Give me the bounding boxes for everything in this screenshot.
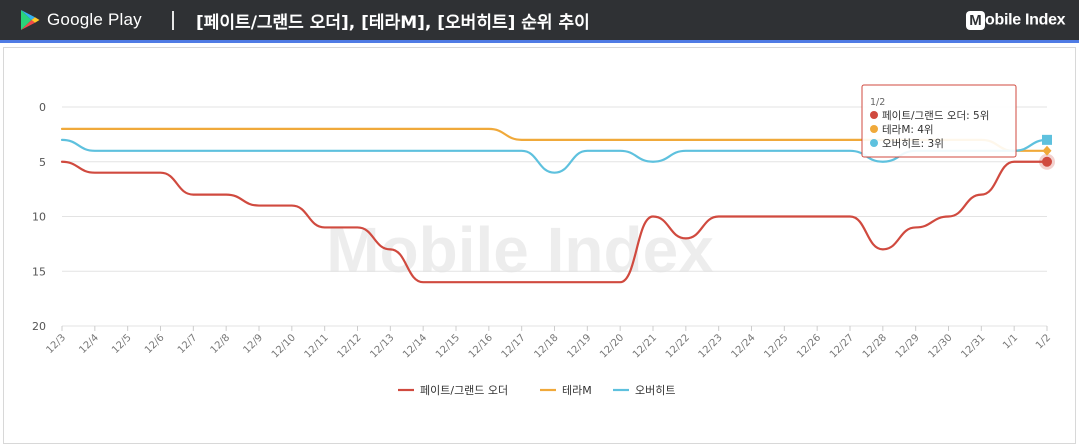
x-tick-label: 12/29	[894, 332, 922, 360]
x-tick-label: 12/19	[565, 332, 593, 360]
tooltip-box	[861, 84, 1017, 158]
store-name: Google Play	[47, 10, 142, 29]
x-tick-label: 12/9	[241, 332, 265, 356]
y-tick-label: 15	[32, 265, 46, 278]
x-tick-label: 12/17	[500, 332, 528, 360]
x-tick-label: 12/16	[467, 332, 495, 360]
mobile-index-logo-text: obile Index	[985, 11, 1066, 29]
y-tick-label: 10	[32, 211, 46, 224]
hover-marker-diamond	[1042, 145, 1052, 156]
tooltip-title: 1/2	[870, 97, 885, 108]
x-tick-label: 1/1	[1001, 332, 1020, 351]
tooltip-dot	[870, 125, 878, 133]
x-tick-label: 12/10	[270, 332, 298, 360]
series-line-1	[60, 160, 1049, 284]
series-line-3	[60, 138, 1049, 174]
tooltip-item: 테라M: 4위	[882, 123, 934, 136]
x-tick-label: 12/15	[434, 332, 462, 360]
x-tick-label: 12/23	[697, 332, 725, 360]
x-tick-label: 12/24	[729, 332, 757, 360]
x-tick-label: 12/8	[209, 332, 233, 356]
x-tick-label: 12/13	[368, 332, 396, 360]
watermark: Mobile Index	[326, 214, 714, 286]
x-tick-label: 1/2	[1034, 332, 1053, 351]
x-tick-label: 12/5	[110, 332, 134, 356]
header-bar: Google Play [페이트/그랜드 오더], [테라M], [오버히트] …	[0, 0, 1079, 43]
tooltip-item: 오버히트: 3위	[882, 137, 944, 150]
x-tick-label: 12/25	[762, 332, 790, 360]
x-tick-label: 12/28	[861, 332, 889, 360]
legend-label: 페이트/그랜드 오더	[420, 384, 508, 397]
x-tick-label: 12/26	[795, 332, 823, 360]
x-tick-label: 12/18	[532, 332, 560, 360]
x-tick-label: 12/3	[44, 332, 68, 356]
tooltip-dot	[870, 139, 878, 147]
x-tick-label: 12/21	[631, 332, 659, 360]
x-tick-label: 12/14	[401, 332, 429, 360]
x-tick-label: 12/11	[303, 332, 331, 360]
x-tick-label: 12/30	[926, 332, 954, 360]
x-tick-label: 12/7	[176, 332, 200, 356]
x-tick-label: 12/31	[959, 332, 987, 360]
hover-marker-circle	[1042, 156, 1052, 167]
y-tick-label: 20	[32, 320, 46, 333]
google-play-icon	[21, 10, 40, 30]
legend-label: 오버히트	[635, 383, 675, 397]
legend-label: 테라M	[562, 384, 592, 397]
y-tick-label: 0	[39, 101, 46, 114]
x-tick-label: 12/6	[143, 332, 167, 356]
header-separator	[172, 11, 174, 30]
x-tick-label: 12/4	[77, 332, 101, 356]
x-tick-label: 12/20	[598, 332, 626, 360]
tooltip-dot	[870, 111, 878, 119]
mobile-index-logo-mark: M	[966, 11, 985, 30]
x-tick-label: 12/22	[664, 332, 692, 360]
x-tick-label: 12/27	[828, 332, 856, 360]
y-tick-label: 5	[39, 156, 46, 169]
tooltip-item: 페이트/그랜드 오더: 5위	[882, 109, 989, 122]
x-tick-label: 12/12	[335, 332, 363, 360]
page-title: [페이트/그랜드 오더], [테라M], [오버히트] 순위 추이	[196, 13, 590, 33]
hover-marker-square	[1042, 134, 1052, 145]
